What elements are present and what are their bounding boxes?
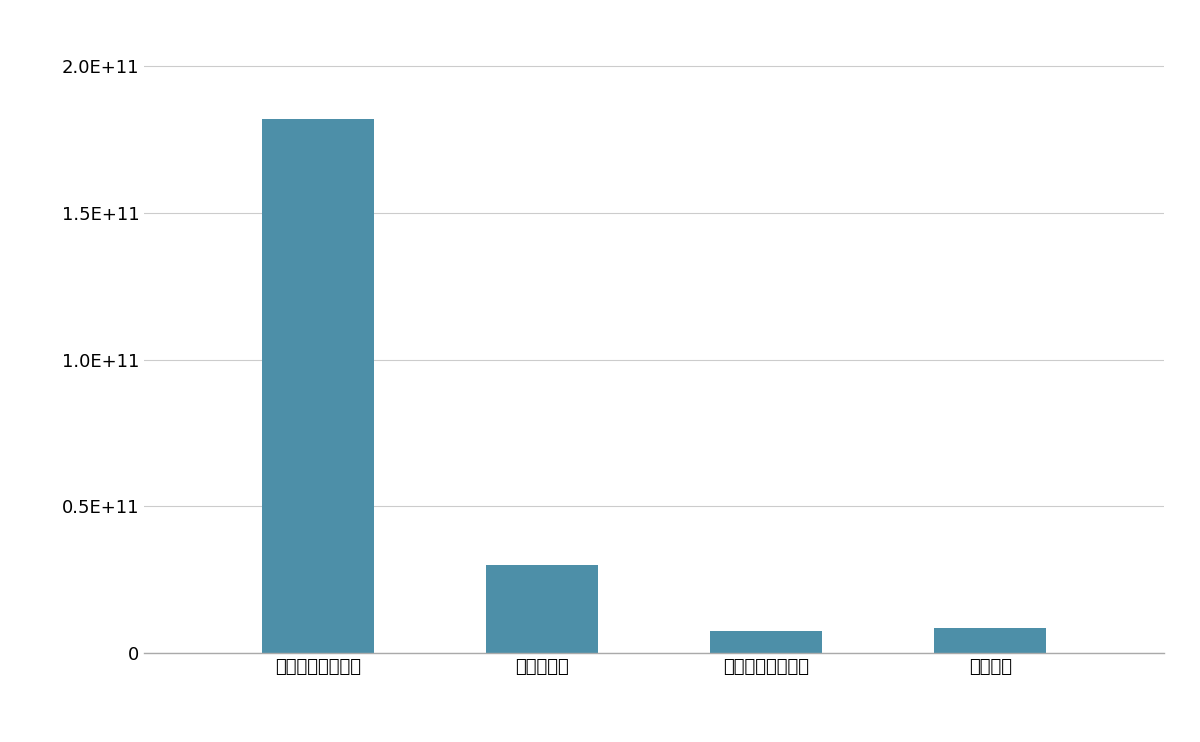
Bar <box>262 119 373 653</box>
Bar <box>710 631 822 653</box>
Bar <box>935 628 1046 653</box>
Bar <box>486 565 598 653</box>
